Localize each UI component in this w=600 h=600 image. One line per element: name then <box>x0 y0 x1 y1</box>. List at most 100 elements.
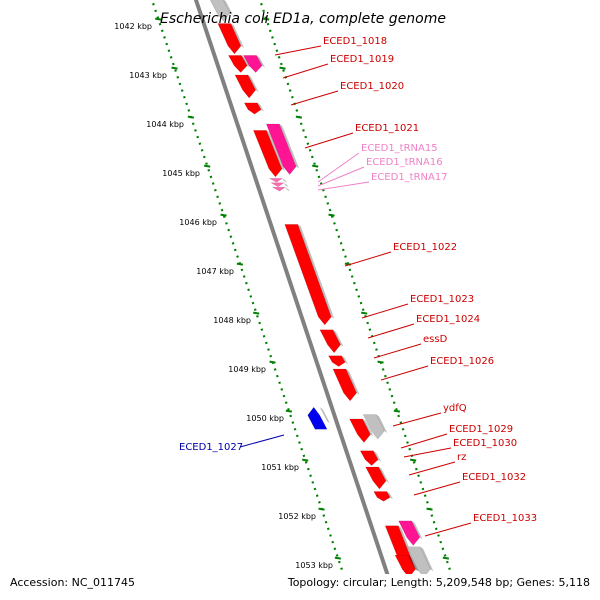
gene-label-leader <box>304 132 354 149</box>
gene-label-leader <box>408 461 456 476</box>
gene-feature[interactable] <box>319 329 341 354</box>
gene-label[interactable]: ECED1_1032 <box>462 472 526 483</box>
gene-label-leader <box>344 251 392 267</box>
gene-feature[interactable] <box>332 368 357 402</box>
gene-label[interactable]: ECED1_tRNA17 <box>371 172 448 183</box>
ruler-tick <box>318 507 325 511</box>
gene-label-leader <box>367 323 415 339</box>
gene-label[interactable]: ydfQ <box>443 403 467 414</box>
gene-label-leader <box>361 303 409 319</box>
labels-layer: ECED1_1018 ECED1_1019 ECED1_1020 ECED1_1021… <box>179 36 537 537</box>
ruler-right <box>258 0 453 574</box>
gene-feature[interactable] <box>217 23 242 55</box>
feature-shade <box>223 0 234 16</box>
gene-label-leader <box>317 181 370 191</box>
gene-feature[interactable] <box>373 491 391 502</box>
gene-feature[interactable] <box>227 55 248 73</box>
gene-label[interactable]: ECED1_tRNA15 <box>361 143 438 154</box>
trna-feature[interactable] <box>270 182 285 188</box>
gene-feature[interactable] <box>398 520 421 546</box>
gene-label-leader <box>373 343 422 359</box>
gene-feature[interactable] <box>349 418 371 443</box>
ruler-tick <box>295 115 303 119</box>
gene-feature[interactable] <box>359 450 379 466</box>
gene-feature[interactable] <box>394 554 416 577</box>
ruler-tick <box>236 262 244 266</box>
gene-feature[interactable] <box>242 55 263 73</box>
gene-label[interactable]: essD <box>423 334 448 345</box>
gene-feature[interactable] <box>234 74 257 99</box>
kbp-label: 1048 kbp <box>213 316 251 325</box>
ruler-tick <box>426 507 433 511</box>
feature-shade <box>257 102 265 112</box>
feature-shade <box>282 178 287 183</box>
feature-shade <box>241 55 251 68</box>
ruler-tick <box>393 409 401 413</box>
gene-label-leader <box>282 63 329 79</box>
gene-label-leader <box>239 434 285 448</box>
feature-shade <box>279 123 300 169</box>
ruler-tick <box>377 360 384 364</box>
gene-feature[interactable] <box>307 406 328 430</box>
map-title: Escherichia coli ED1a, complete genome <box>160 11 446 27</box>
gene-label[interactable]: ECED1_1026 <box>430 356 494 367</box>
ruler-tick <box>253 311 260 315</box>
feature-shade <box>345 368 360 395</box>
ruler-tick <box>442 556 450 560</box>
kbp-label: 1047 kbp <box>196 267 234 276</box>
gene-label-leader <box>403 447 452 458</box>
gene-feature[interactable] <box>265 123 297 175</box>
gene-label[interactable]: ECED1_1022 <box>393 242 457 253</box>
gene-label-leader <box>290 90 339 106</box>
gene-feature[interactable] <box>365 466 387 490</box>
trna-feature[interactable] <box>272 186 287 192</box>
gene-feature[interactable] <box>362 414 385 440</box>
gene-label[interactable]: rz <box>457 452 466 463</box>
feature-shade <box>256 55 266 68</box>
feature-shade <box>341 355 349 365</box>
trna-feature[interactable] <box>269 178 284 183</box>
gene-label[interactable]: ECED1_1029 <box>449 424 513 435</box>
gene-feature[interactable] <box>209 0 231 22</box>
gene-label[interactable]: ECED1_1020 <box>340 81 404 92</box>
kbp-label: 1042 kbp <box>114 22 152 31</box>
ruler-tick <box>312 164 319 168</box>
gene-feature[interactable] <box>252 130 283 178</box>
feature-shade <box>230 23 244 48</box>
ruler-left <box>150 0 345 574</box>
kbp-label: 1050 kbp <box>246 414 284 423</box>
sequence-axis <box>193 0 390 574</box>
gene-label[interactable]: ECED1_1019 <box>330 54 394 65</box>
ruler-tick <box>361 311 368 315</box>
kbp-label: 1043 kbp <box>129 71 167 80</box>
feature-shade <box>408 555 419 572</box>
gene-label-leader <box>317 152 360 183</box>
gene-label-leader <box>424 522 472 537</box>
gene-feature[interactable] <box>406 546 431 577</box>
gene-label[interactable]: ECED1_1030 <box>453 438 517 449</box>
ruler-tick <box>220 213 227 217</box>
gene-feature[interactable] <box>284 224 332 326</box>
feature-shade <box>362 418 374 437</box>
gene-feature[interactable] <box>328 355 346 367</box>
gene-label[interactable]: ECED1_1023 <box>410 294 474 305</box>
gene-label[interactable]: ECED1_1018 <box>323 36 387 47</box>
feature-shade <box>297 224 335 319</box>
feature-shade <box>376 414 388 434</box>
gene-feature[interactable] <box>243 102 262 115</box>
ruler-tick <box>302 458 309 462</box>
feature-shade <box>411 520 423 540</box>
ruler-tick <box>279 66 286 70</box>
feature-shade <box>247 74 259 92</box>
feature-shade <box>420 546 434 572</box>
gene-label[interactable]: ECED1_1033 <box>473 513 537 524</box>
feature-shade <box>332 329 344 347</box>
gene-label-leader <box>413 481 461 496</box>
ruler-tick <box>155 17 162 21</box>
gene-label[interactable]: ECED1_1021 <box>355 123 419 134</box>
gene-label[interactable]: ECED1_tRNA16 <box>366 157 443 168</box>
ruler-tick <box>285 409 293 413</box>
gene-label[interactable]: ECED1_1027 <box>179 442 243 453</box>
gene-label[interactable]: ECED1_1024 <box>416 314 480 325</box>
